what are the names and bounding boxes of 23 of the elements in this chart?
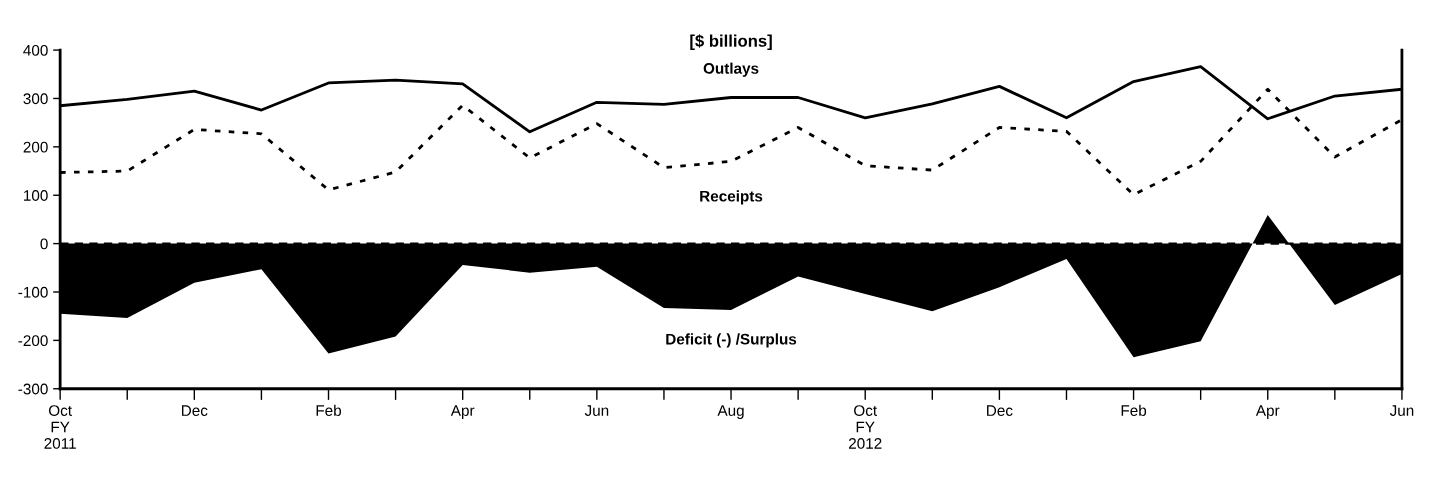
x-tick-label: Oct FY 2011	[44, 405, 76, 449]
y-tick-label: 400	[23, 44, 48, 56]
x-tick-label: Apr	[1255, 405, 1280, 419]
x-tick-label: Jun	[584, 405, 609, 416]
y-tick-label: 0	[40, 238, 48, 250]
x-tick-label: Apr	[450, 405, 475, 419]
y-tick-label: -100	[18, 286, 48, 298]
y-tick-label: -200	[18, 335, 48, 347]
y-tick-label: 100	[24, 190, 48, 201]
series-label: Deficit (-) /Surplus	[666, 333, 797, 348]
series-label: Outlays	[703, 62, 759, 77]
x-tick-label: Feb	[316, 404, 342, 416]
y-tick-label: -300	[18, 383, 48, 395]
series-label: Receipts	[700, 190, 763, 205]
x-tick-label: Dec	[181, 405, 208, 416]
x-tick-label: Dec	[987, 405, 1013, 416]
y-tick-label: 300	[23, 93, 48, 105]
x-tick-label: Aug	[717, 405, 744, 419]
chart-title: [$ billions]	[690, 34, 772, 51]
x-tick-label: Oct FY 2012	[848, 405, 882, 449]
x-tick-label: Jun	[1389, 405, 1414, 416]
x-tick-label: Feb	[1121, 404, 1147, 416]
y-tick-label: 200	[23, 141, 48, 153]
